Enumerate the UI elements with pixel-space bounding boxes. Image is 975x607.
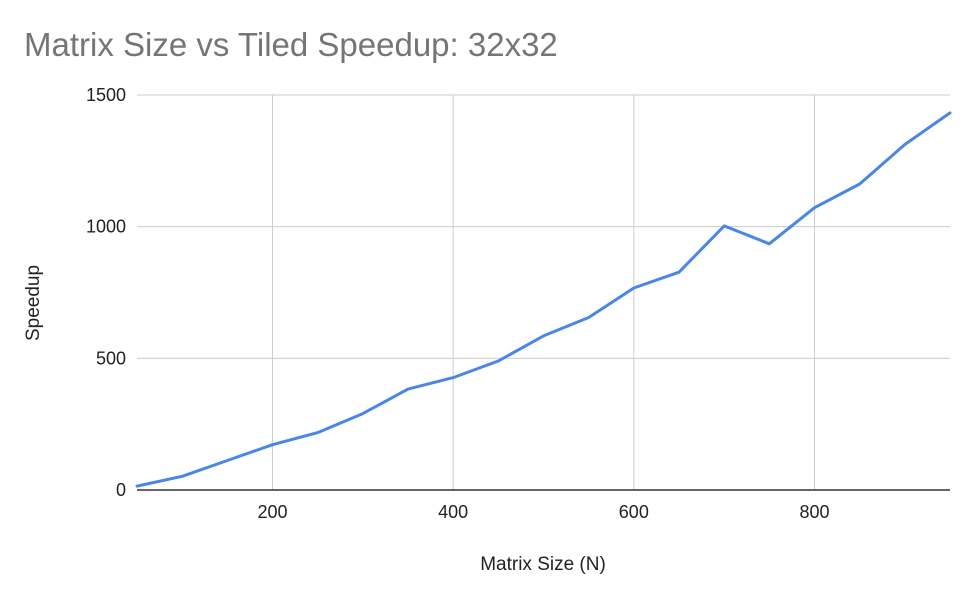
tick-labels: 0 500 1000 1500 200 400 600 800 xyxy=(86,85,830,522)
grid-lines xyxy=(137,94,950,490)
y-tick-label-0: 0 xyxy=(116,480,126,500)
x-tick-label-400: 400 xyxy=(438,502,468,522)
x-axis-label: Matrix Size (N) xyxy=(480,554,606,575)
y-tick-label-1500: 1500 xyxy=(86,85,126,105)
series-layer xyxy=(135,111,952,488)
y-tick-label-1000: 1000 xyxy=(86,217,126,237)
x-tick-label-200: 200 xyxy=(257,502,287,522)
y-axis-label: Speedup xyxy=(23,264,44,342)
chart-title: Matrix Size vs Tiled Speedup: 32x32 xyxy=(24,26,558,63)
x-tick-label-600: 600 xyxy=(619,502,649,522)
series-line-0 xyxy=(135,111,952,488)
x-tick-label-800: 800 xyxy=(799,502,829,522)
y-tick-label-500: 500 xyxy=(96,348,126,368)
